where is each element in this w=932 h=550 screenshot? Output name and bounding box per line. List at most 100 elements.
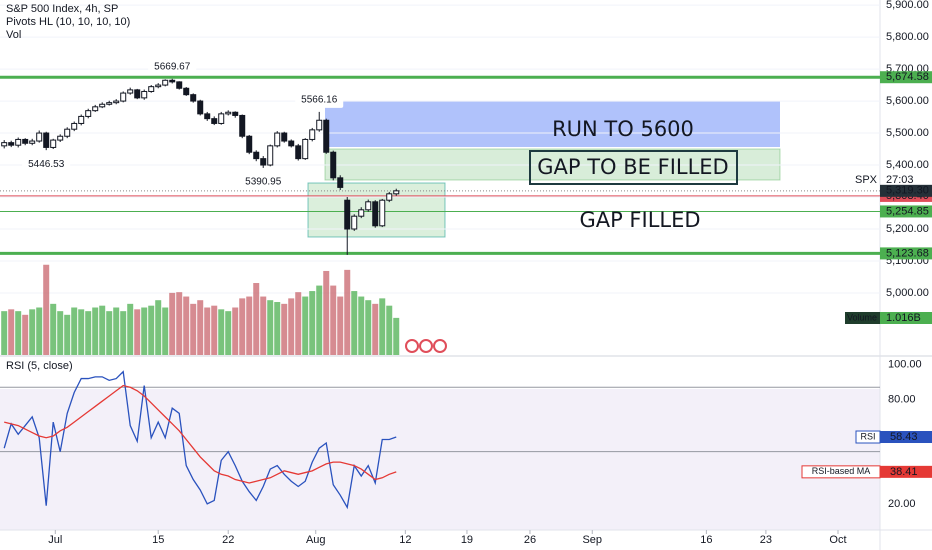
rsi-tick-label: 100.00 [888,359,922,371]
event-icons[interactable] [405,339,447,353]
target-zone [325,101,780,147]
price-badge-label: 5,254.85 [886,205,929,217]
volume-badge-label: 1.016B [886,312,921,324]
volume-bar [71,307,78,355]
candle-body [372,201,379,227]
rsi-tick-label: 20.00 [888,498,916,510]
volume-bar [99,305,106,355]
annotation: GAP FILLED [579,208,700,232]
rsi-badge [880,465,932,478]
pivot-label: 5446.53 [28,159,65,170]
x-tick-label: Sep [582,534,602,546]
candle-body [106,102,113,105]
volume-bar [36,307,43,355]
volume-bar [316,285,323,355]
pivot-box [295,91,344,108]
candle-body [330,151,337,179]
candle-body [141,90,148,99]
y-tick-label: 5,200.00 [886,223,929,235]
candle-body [169,79,176,83]
rsi-tag-label: RSI [860,431,875,441]
volume-bar [197,300,204,355]
candle-body [85,110,92,117]
candle-body [148,86,155,92]
chart-title: S&P 500 Index, 4h, SP [6,3,118,15]
candle-body [295,145,302,160]
volume-bar [344,269,351,355]
x-tick-label: 19 [461,534,473,546]
candle-body [344,199,351,230]
x-tick-label: 22 [222,534,234,546]
candle-body [393,190,400,195]
event-icon[interactable] [433,339,447,353]
x-tick-label: 15 [152,534,164,546]
volume-bar [274,302,281,355]
candle-body [253,151,260,160]
volume-bar [204,307,211,355]
y-tick-label: 5,000.00 [886,287,929,299]
candle-body [183,87,190,96]
candle-body [358,209,365,217]
volume-bar [309,291,316,355]
volume-bar [50,303,57,355]
candle-body [71,122,78,130]
rsi-title: RSI (5, close) [6,360,73,372]
candle-body [218,113,225,124]
volume-bar [337,296,344,355]
volume-bar [330,285,337,355]
pivot-label: 5669.67 [154,61,191,72]
annotation: GAP TO BE FILLED [537,155,728,179]
volume-bar [351,291,358,355]
volume-bar [162,307,169,355]
rsi-line [3,370,397,510]
annotation: RUN TO 5600 [552,117,694,141]
volume-bar [113,307,120,355]
countdown: 27:03 [886,174,914,186]
candle-body [281,132,288,142]
y-tick-label: 5,400.00 [886,159,929,171]
rsi-tick-label: 80.00 [888,393,916,405]
volume-bar [169,292,176,355]
candle-body [127,89,134,94]
price-badge [880,247,932,260]
x-tick-label: 26 [524,534,536,546]
candle-body [246,135,253,153]
candle-body [386,193,393,201]
volume-bar [127,303,134,355]
volume-bar [22,314,29,355]
candle-body [316,119,323,131]
pivot-label: 5566.16 [301,95,338,106]
volume-bar [379,298,386,355]
volume-bar [78,309,85,355]
rsi-band-fill [0,389,880,530]
x-tick-label: 12 [399,534,411,546]
volume-bar [57,311,64,355]
x-tick-label: 23 [760,534,772,546]
event-icon[interactable] [419,339,433,353]
volume-bar [358,296,365,355]
candle-body [323,119,330,153]
volume-bar [43,264,50,355]
volume-bar [302,296,309,355]
price-badge [880,184,932,197]
volume-bar [1,311,8,355]
candle-body [351,215,358,230]
y-tick-label: 5,600.00 [886,95,929,107]
rsi-tag-label: RSI-based MA [812,466,871,476]
volume-bar [281,303,288,355]
candle-body [8,142,15,146]
volume-bar [372,303,379,355]
volume-bar [85,311,92,355]
volume-bar [267,300,274,355]
event-icon[interactable] [405,339,419,353]
candle-body [155,84,162,88]
volume-bar [190,303,197,355]
symbol-label: SPX [855,174,878,186]
candle-body [288,140,295,147]
candle-body [43,132,50,148]
volume-bar [225,311,232,355]
rsi-badge [880,431,932,444]
volume-bar [148,305,155,355]
